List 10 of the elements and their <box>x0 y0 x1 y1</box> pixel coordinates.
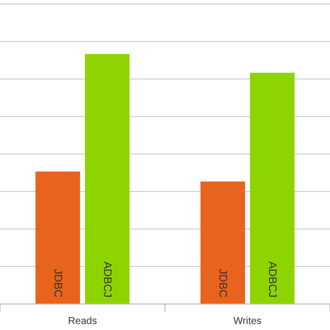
bar <box>84 54 130 304</box>
x-tick-label: Writes <box>233 316 262 327</box>
series-label: ADBCJ <box>101 261 114 298</box>
bar <box>200 182 246 304</box>
text: ADBCJ <box>266 261 278 298</box>
text: JDBC <box>216 268 229 298</box>
bar <box>250 72 295 304</box>
bar <box>35 172 80 304</box>
x-tick-label: Reads <box>68 316 97 327</box>
series-label: JDBC <box>52 268 64 298</box>
